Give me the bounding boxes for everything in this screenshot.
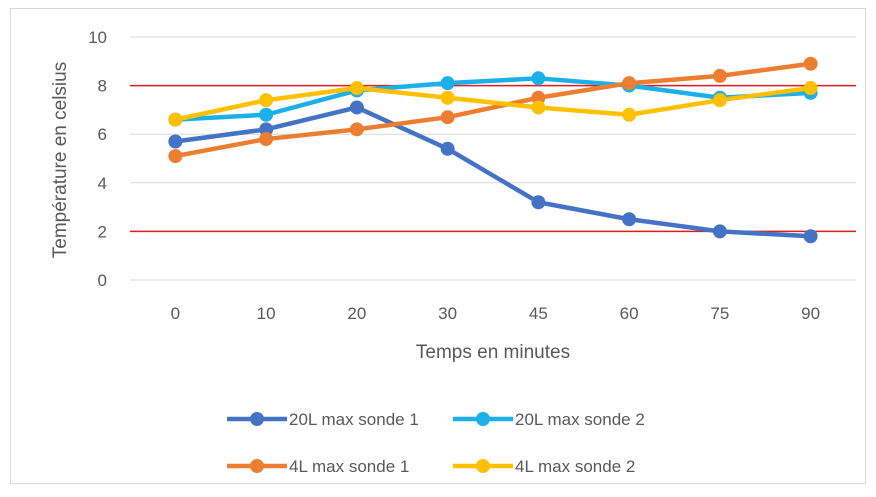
legend-item: 20L max sonde 1 xyxy=(227,410,419,429)
series-line xyxy=(173,85,813,122)
data-point xyxy=(349,100,364,115)
x-tick-label: 20 xyxy=(347,304,366,323)
x-tick-label: 45 xyxy=(529,304,548,323)
data-point xyxy=(440,141,455,156)
data-point xyxy=(803,229,818,244)
data-point xyxy=(622,107,637,122)
legend-label: 20L max sonde 1 xyxy=(289,410,419,429)
x-tick-label: 90 xyxy=(801,304,820,323)
legend-label: 20L max sonde 2 xyxy=(515,410,645,429)
data-point xyxy=(168,134,183,149)
series-line xyxy=(173,61,813,159)
data-point xyxy=(259,122,274,137)
legend-label: 4L max sonde 1 xyxy=(289,457,409,476)
x-tick-label: 60 xyxy=(620,304,639,323)
data-point xyxy=(259,132,274,147)
data-point xyxy=(803,56,818,71)
data-point xyxy=(349,122,364,137)
series-line xyxy=(173,105,813,239)
data-point xyxy=(531,100,546,115)
data-point xyxy=(622,212,637,227)
legend-item: 4L max sonde 2 xyxy=(453,457,635,476)
series-lines xyxy=(168,56,818,244)
series-4 xyxy=(168,81,818,127)
legend-swatch-marker xyxy=(476,412,490,426)
x-tick-label: 75 xyxy=(710,304,729,323)
data-point xyxy=(440,90,455,105)
legend-item: 4L max sonde 1 xyxy=(227,457,409,476)
legend-swatch-marker xyxy=(250,412,264,426)
legend-swatch-marker xyxy=(250,459,264,473)
series-line xyxy=(173,76,813,122)
data-point xyxy=(259,107,274,122)
y-tick-label: 0 xyxy=(98,271,107,290)
legend-label: 4L max sonde 2 xyxy=(515,457,635,476)
data-point xyxy=(531,195,546,210)
data-point xyxy=(440,110,455,125)
data-point xyxy=(168,149,183,164)
data-point xyxy=(622,76,637,91)
y-tick-label: 6 xyxy=(98,125,107,144)
data-point xyxy=(349,81,364,96)
data-point xyxy=(440,76,455,91)
x-tick-label: 30 xyxy=(438,304,457,323)
data-point xyxy=(712,93,727,108)
data-point xyxy=(168,112,183,127)
x-tick-label: 10 xyxy=(257,304,276,323)
y-tick-label: 4 xyxy=(98,174,107,193)
y-tick-label: 8 xyxy=(98,77,107,96)
series-1 xyxy=(168,100,818,244)
y-tick-label: 2 xyxy=(98,222,107,241)
y-axis-title: Température en celsius xyxy=(50,62,71,258)
data-point xyxy=(531,90,546,105)
legend-swatch-marker xyxy=(476,459,490,473)
y-axis-ticks: 0 2 4 6 8 10 xyxy=(88,28,107,290)
data-point xyxy=(803,81,818,96)
legend: 20L max sonde 1 20L max sonde 2 4L max son… xyxy=(227,410,645,476)
series-3 xyxy=(168,56,818,164)
chart-border xyxy=(10,8,866,484)
data-point xyxy=(531,71,546,86)
x-axis-ticks: 0 10 20 30 45 60 75 90 xyxy=(171,304,820,323)
data-point xyxy=(712,224,727,239)
x-axis-title: Temps en minutes xyxy=(416,342,570,363)
legend-item: 20L max sonde 2 xyxy=(453,410,645,429)
data-point xyxy=(712,68,727,83)
x-tick-label: 0 xyxy=(171,304,180,323)
y-tick-label: 10 xyxy=(88,28,107,47)
data-point xyxy=(259,93,274,108)
